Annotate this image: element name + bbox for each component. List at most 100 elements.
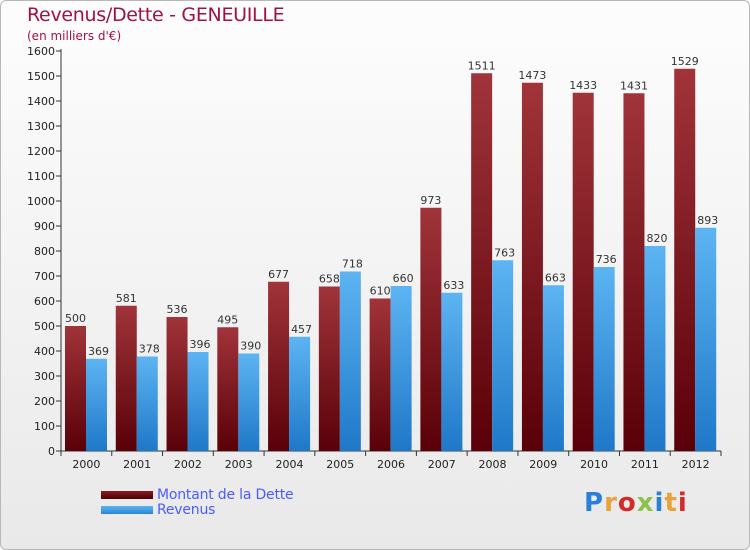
y-tick-label: 0 xyxy=(48,445,55,458)
data-label-dette: 500 xyxy=(65,312,86,325)
x-tick-label: 2008 xyxy=(479,458,507,471)
bar-dette xyxy=(420,207,442,451)
legend-item-revenus: Revenus xyxy=(101,501,293,518)
bar-dette xyxy=(623,93,645,451)
bar-dette xyxy=(318,286,340,451)
x-tick-label: 2006 xyxy=(377,458,405,471)
logo-letter: r xyxy=(604,488,618,518)
bar-revenus xyxy=(136,356,158,451)
x-tick-label: 2005 xyxy=(326,458,354,471)
logo-letter: P xyxy=(584,488,605,518)
data-label-revenus: 660 xyxy=(393,272,414,285)
y-tick-label: 200 xyxy=(34,395,55,408)
bar-revenus xyxy=(86,358,107,451)
data-label-revenus: 820 xyxy=(646,232,667,245)
bar-revenus xyxy=(644,246,666,451)
data-label-dette: 581 xyxy=(116,292,137,305)
y-tick-label: 1300 xyxy=(27,120,55,133)
bar-dette xyxy=(217,327,239,451)
legend: Montant de la Dette Revenus xyxy=(101,486,294,518)
y-tick-label: 600 xyxy=(34,295,55,308)
x-tick-label: 2010 xyxy=(580,458,608,471)
y-tick-label: 1200 xyxy=(27,145,55,158)
logo-letter: x xyxy=(636,488,655,518)
data-label-dette: 1529 xyxy=(671,55,699,68)
data-label-dette: 1473 xyxy=(518,69,546,82)
bar-dette xyxy=(268,281,290,451)
data-label-revenus: 718 xyxy=(342,258,363,271)
data-label-dette: 1433 xyxy=(569,79,597,92)
bar-revenus xyxy=(390,286,412,451)
bar-revenus xyxy=(339,271,361,451)
data-label-dette: 495 xyxy=(217,313,238,326)
x-tick-label: 2007 xyxy=(428,458,456,471)
data-label-dette: 610 xyxy=(370,285,391,298)
legend-label-dette: Montant de la Dette xyxy=(157,486,294,503)
bar-revenus xyxy=(542,285,564,451)
data-label-revenus: 633 xyxy=(443,279,464,292)
bar-revenus xyxy=(187,352,209,451)
data-label-revenus: 893 xyxy=(697,214,718,227)
bar-dette xyxy=(471,73,493,451)
legend-swatch-dette xyxy=(101,490,153,499)
x-tick-label: 2004 xyxy=(275,458,303,471)
y-tick-label: 500 xyxy=(34,320,55,333)
data-label-revenus: 369 xyxy=(88,345,109,358)
bar-dette xyxy=(674,68,696,451)
data-label-revenus: 378 xyxy=(139,343,160,356)
bar-dette xyxy=(115,305,137,451)
y-tick-label: 1000 xyxy=(27,195,55,208)
y-tick-label: 400 xyxy=(34,345,55,358)
bar-dette xyxy=(65,326,86,451)
x-tick-label: 2003 xyxy=(225,458,253,471)
data-label-dette: 536 xyxy=(167,303,188,316)
y-tick-label: 100 xyxy=(34,420,55,433)
y-tick-label: 300 xyxy=(34,370,55,383)
bar-revenus xyxy=(238,353,260,451)
y-tick-label: 1500 xyxy=(27,70,55,83)
bar-revenus xyxy=(593,267,615,451)
data-label-revenus: 763 xyxy=(494,246,515,259)
bar-dette xyxy=(572,92,594,451)
y-tick-label: 700 xyxy=(34,270,55,283)
legend-label-revenus: Revenus xyxy=(157,501,216,518)
data-label-revenus: 663 xyxy=(545,271,566,284)
data-label-dette: 1431 xyxy=(620,79,648,92)
logo-letter: t xyxy=(664,488,678,518)
data-label-dette: 677 xyxy=(268,268,289,281)
x-tick-label: 2001 xyxy=(123,458,151,471)
legend-item-dette: Montant de la Dette xyxy=(101,486,294,503)
x-tick-label: 2002 xyxy=(174,458,202,471)
bar-revenus xyxy=(441,292,463,451)
data-label-revenus: 396 xyxy=(190,338,211,351)
bar-dette xyxy=(521,82,543,451)
x-tick-label: 2000 xyxy=(72,458,100,471)
data-label-dette: 658 xyxy=(319,273,340,286)
data-label-dette: 1511 xyxy=(468,59,496,72)
chart-subtitle: (en milliers d'€) xyxy=(27,29,122,43)
x-tick-label: 2012 xyxy=(682,458,710,471)
logo-letter: i xyxy=(677,488,688,518)
x-tick-label: 2011 xyxy=(631,458,659,471)
data-label-revenus: 457 xyxy=(291,323,312,336)
legend-swatch-revenus xyxy=(101,505,153,514)
y-tick-label: 800 xyxy=(34,245,55,258)
y-tick-label: 1100 xyxy=(27,170,55,183)
proxiti-logo: Proxiti xyxy=(584,488,688,518)
y-tick-label: 1400 xyxy=(27,95,55,108)
data-label-revenus: 736 xyxy=(596,253,617,266)
y-tick-label: 900 xyxy=(34,220,55,233)
x-tick-label: 2009 xyxy=(529,458,557,471)
logo-letter: i xyxy=(654,488,665,518)
y-tick-label: 1600 xyxy=(27,45,55,58)
data-label-dette: 973 xyxy=(420,194,441,207)
data-label-revenus: 390 xyxy=(240,340,261,353)
bar-revenus xyxy=(695,227,717,451)
chart-title: Revenus/Dette - GENEUILLE xyxy=(27,4,285,26)
logo-letter: o xyxy=(617,488,637,518)
bar-revenus xyxy=(492,260,514,451)
bar-dette xyxy=(369,298,391,451)
bar-revenus xyxy=(289,336,311,451)
bar-dette xyxy=(166,317,188,451)
